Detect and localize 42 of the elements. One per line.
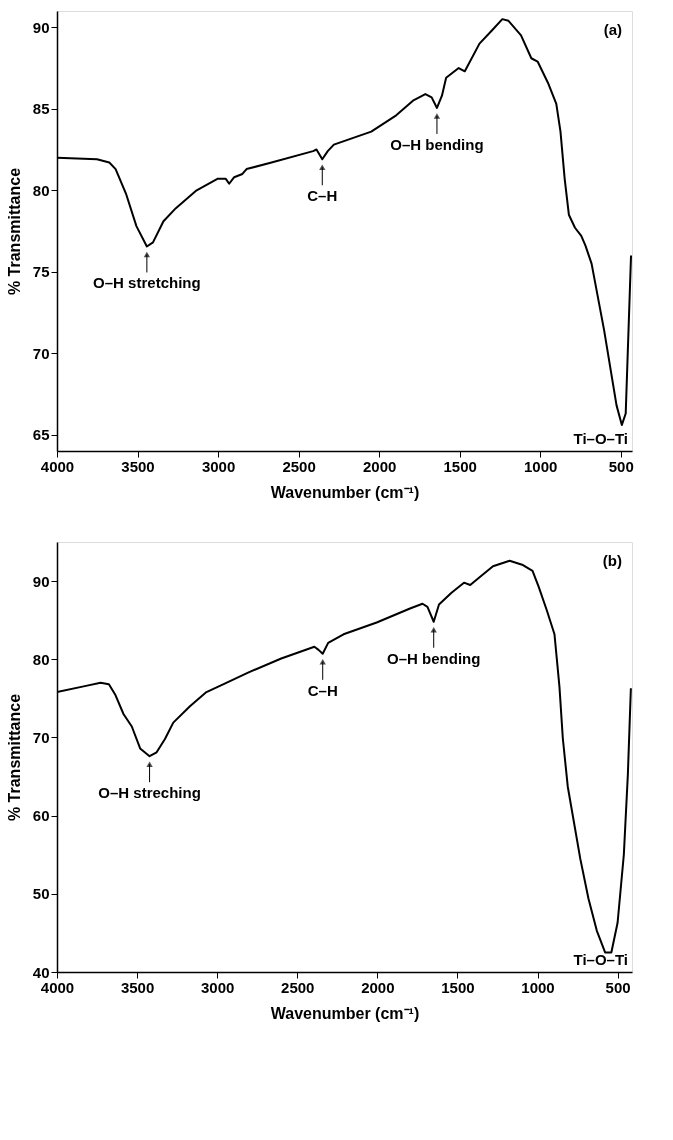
x-tick-label: 2000 [361, 978, 395, 996]
x-tick-label: 500 [605, 978, 631, 996]
x-tick-label: 3500 [120, 978, 155, 996]
annotation: C–H [307, 187, 338, 205]
y-axis-title: % Transmittance [5, 693, 23, 822]
x-tick-label: 3000 [201, 457, 236, 475]
y-tick-label: 85 [32, 100, 50, 118]
y-tick-label: 65 [32, 426, 50, 444]
y-tick-label: 90 [32, 18, 50, 36]
x-tick-label: 1000 [524, 457, 558, 475]
y-tick-label: 80 [32, 181, 50, 199]
y-tick-label: 90 [32, 572, 50, 590]
annotation: Ti–O–Ti [573, 430, 628, 447]
annotation: O–H stretching [93, 274, 201, 292]
annotation: Ti–O–Ti [573, 951, 628, 968]
x-tick-label: 3000 [200, 978, 235, 996]
x-tick-label: 1500 [443, 457, 477, 475]
x-tick-label: 2500 [282, 457, 316, 475]
y-tick-label: 70 [32, 344, 50, 362]
x-tick-label: 4000 [40, 978, 75, 996]
x-tick-label: 1500 [441, 978, 475, 996]
annotation: O–H streching [98, 784, 201, 802]
y-tick-label: 40 [32, 963, 50, 981]
x-axis-title: Wavenumber (cm⁻¹) [270, 1004, 420, 1022]
annotation: (b) [602, 552, 622, 569]
annotation: C–H [307, 681, 338, 699]
annotation: (a) [603, 21, 622, 38]
y-tick-label: 70 [32, 728, 50, 746]
x-tick-label: 4000 [40, 457, 75, 475]
y-tick-label: 60 [32, 807, 50, 825]
y-tick-label: 75 [32, 263, 50, 281]
x-tick-label: 1000 [521, 978, 555, 996]
x-axis-title: Wavenumber (cm⁻¹) [270, 483, 420, 501]
y-tick-label: 80 [32, 650, 50, 668]
x-tick-label: 2000 [362, 457, 397, 475]
y-axis-title: % Transmittance [5, 167, 23, 296]
annotation: O–H bending [390, 135, 484, 153]
x-tick-label: 2500 [281, 978, 315, 996]
x-tick-label: 500 [608, 457, 634, 475]
x-tick-label: 3500 [121, 457, 155, 475]
annotation: O–H bending [387, 649, 481, 667]
y-tick-label: 50 [32, 885, 50, 903]
